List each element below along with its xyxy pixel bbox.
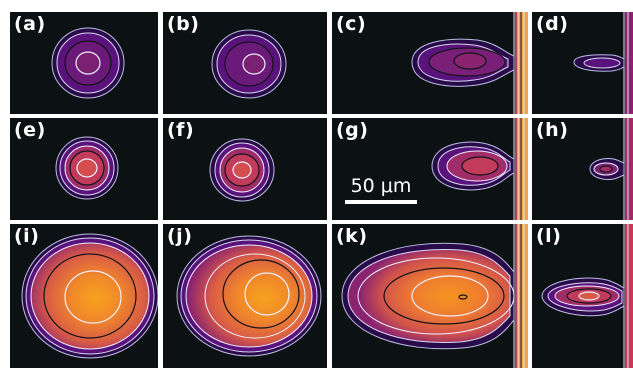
- panel-label: (k): [336, 225, 368, 247]
- panel-label: (b): [167, 13, 200, 35]
- scale-bar: 50 μm: [345, 175, 417, 204]
- panel-label: (g): [336, 119, 369, 141]
- panel-label: (e): [14, 119, 46, 141]
- panel-label: (j): [167, 225, 193, 247]
- panel-label: (i): [14, 225, 40, 247]
- panel-f: (f): [163, 118, 327, 220]
- panel-g: (g): [332, 118, 528, 220]
- panel-i: (i): [10, 224, 158, 368]
- panel-k: (k): [332, 224, 528, 368]
- panel-j: (j): [163, 224, 327, 368]
- panel-a: (a): [10, 12, 158, 114]
- panel-h: (h): [532, 118, 633, 220]
- panel-label: (c): [336, 13, 367, 35]
- panel-label: (d): [536, 13, 569, 35]
- panel-e: (e): [10, 118, 158, 220]
- panel-b: (b): [163, 12, 327, 114]
- panel-l: (l): [532, 224, 633, 368]
- panel-label: (l): [536, 225, 562, 247]
- panel-d: (d): [532, 12, 633, 114]
- panel-label: (f): [167, 119, 195, 141]
- scale-bar-line: [345, 200, 417, 204]
- panel-label: (a): [14, 13, 46, 35]
- panel-label: (h): [536, 119, 569, 141]
- scale-bar-label: 50 μm: [350, 175, 412, 197]
- panel-c: (c): [332, 12, 528, 114]
